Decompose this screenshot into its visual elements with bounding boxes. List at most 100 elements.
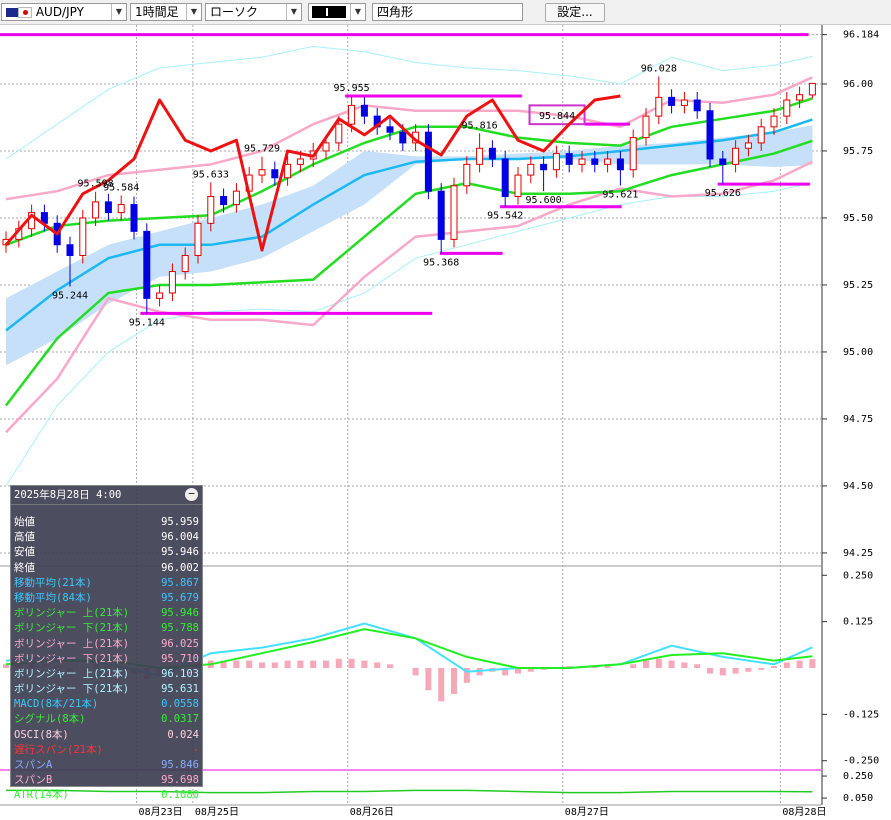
candle-body [719, 158, 727, 165]
info-value: 95.710 [161, 652, 199, 665]
price-annotation: 95.729 [244, 144, 280, 155]
price-annotation: 95.368 [423, 257, 459, 268]
y-tick-label: 95.50 [843, 213, 873, 224]
minimize-button[interactable]: − [185, 488, 198, 501]
style-label: ローソク [210, 5, 259, 19]
price-annotation: 95.542 [487, 211, 523, 222]
info-row: スパンB 95.698 [11, 773, 202, 788]
info-value: 95.698 [161, 774, 199, 787]
osci-bar [694, 664, 701, 668]
y-tick-label: 95.75 [843, 146, 873, 157]
info-label: ボリンジャー 下(21本) [14, 652, 130, 665]
osci-bar [515, 668, 521, 674]
osci-bar [425, 668, 432, 691]
candle-body [565, 153, 573, 165]
candle-body [335, 123, 343, 144]
price-annotation: 95.144 [129, 317, 165, 328]
candle-body [642, 115, 650, 139]
style-select[interactable]: ローソク ▼ [205, 3, 302, 21]
info-label: 高値 [14, 531, 35, 544]
drawing-tool-field[interactable]: 四角形 [372, 3, 523, 21]
info-label: 安値 [14, 546, 35, 559]
osci-bar [361, 660, 368, 668]
candle-body [360, 104, 368, 117]
candle-body [680, 99, 688, 106]
info-title: 2025年8月28日 4:00 [11, 486, 202, 505]
info-row: 始値 95.959 [11, 515, 202, 530]
color-swatch [312, 6, 346, 18]
candle-body [808, 82, 816, 96]
info-label: ボリンジャー 上(21本) [14, 607, 130, 620]
info-value: 95.946 [161, 607, 199, 620]
info-value: 0.0317 [161, 713, 199, 726]
osci-bar [451, 668, 457, 694]
osci-bar [604, 666, 611, 668]
x-tick-label: 08月27日 [565, 806, 609, 818]
x-tick-label: 08月26日 [350, 806, 394, 818]
osci-bar [732, 668, 739, 674]
candle-body [757, 126, 765, 144]
candle-body [744, 142, 752, 149]
candle-body [463, 163, 471, 187]
osci-bar [374, 662, 381, 668]
candle-body [668, 96, 676, 106]
info-value: 0.024 [167, 728, 199, 741]
info-row: OSCI(8本) 0.024 [11, 728, 202, 743]
info-value: 95.679 [161, 591, 199, 604]
symbol-select[interactable]: AUD/JPY ▼ [1, 3, 127, 21]
info-value: 96.103 [161, 667, 199, 680]
info-row: 高値 96.004 [11, 530, 202, 545]
flag-au [6, 8, 18, 17]
candle-body [79, 217, 87, 256]
info-row: ボリンジャー 上(21本) 95.946 [11, 606, 202, 621]
candle-body [130, 204, 138, 232]
timeframe-select[interactable]: 1時間足 ▼ [130, 3, 202, 21]
candle-body [783, 99, 791, 117]
info-label: ATR(14本) [14, 789, 69, 802]
info-value: 95.959 [161, 516, 199, 528]
info-value: 96.004 [161, 531, 199, 544]
drawing-tool-label: 四角形 [377, 5, 414, 19]
candle-body [322, 142, 330, 152]
dropdown-arrow: ▼ [186, 4, 201, 20]
osci-bar [745, 668, 752, 672]
info-row: 移動平均(84本) 95.679 [11, 591, 202, 606]
info-row: ボリンジャー 下(21本) 95.710 [11, 652, 202, 667]
osci-bar [438, 668, 445, 702]
info-label: ボリンジャー 下(21本) [14, 683, 130, 696]
candle-body [284, 163, 292, 179]
info-value: 96.002 [161, 561, 199, 574]
color-select[interactable]: ▼ [308, 3, 366, 21]
candle-body [476, 147, 484, 165]
info-row: ボリンジャー 下(21本) 95.788 [11, 621, 202, 636]
osci-bar [668, 660, 675, 668]
osci-bar [463, 668, 470, 683]
settings-button[interactable]: 設定... [545, 3, 605, 22]
candle-body [450, 185, 458, 240]
osci-bar [335, 658, 342, 668]
info-row: スパンA 95.846 [11, 758, 202, 773]
info-row: ATR(14本) 0.1080 [11, 788, 202, 803]
candle-body [591, 158, 599, 165]
x-tick-label: 08月23日 [139, 806, 183, 818]
candle-body [527, 163, 535, 176]
info-label: MACD(8本/21本) [14, 698, 99, 711]
osci-bar [630, 664, 637, 668]
candle-body [271, 169, 279, 179]
info-row: シグナル(8本) 0.0317 [11, 712, 202, 727]
candle-body [104, 201, 112, 214]
osci-bar [412, 668, 419, 676]
info-label: シグナル(8本) [14, 713, 86, 726]
info-value: 0.0558 [161, 698, 199, 711]
indicator-line [5, 160, 813, 434]
osci-bar [387, 664, 393, 668]
osci-bar [758, 668, 765, 670]
candle-body [578, 158, 586, 165]
candle-body [168, 271, 176, 294]
candle-body [194, 222, 202, 256]
price-annotation: 96.028 [641, 63, 677, 74]
info-label: ボリンジャー 上(21本) [14, 637, 130, 650]
candle-body [117, 204, 125, 214]
info-label: 移動平均(21本) [14, 576, 92, 589]
